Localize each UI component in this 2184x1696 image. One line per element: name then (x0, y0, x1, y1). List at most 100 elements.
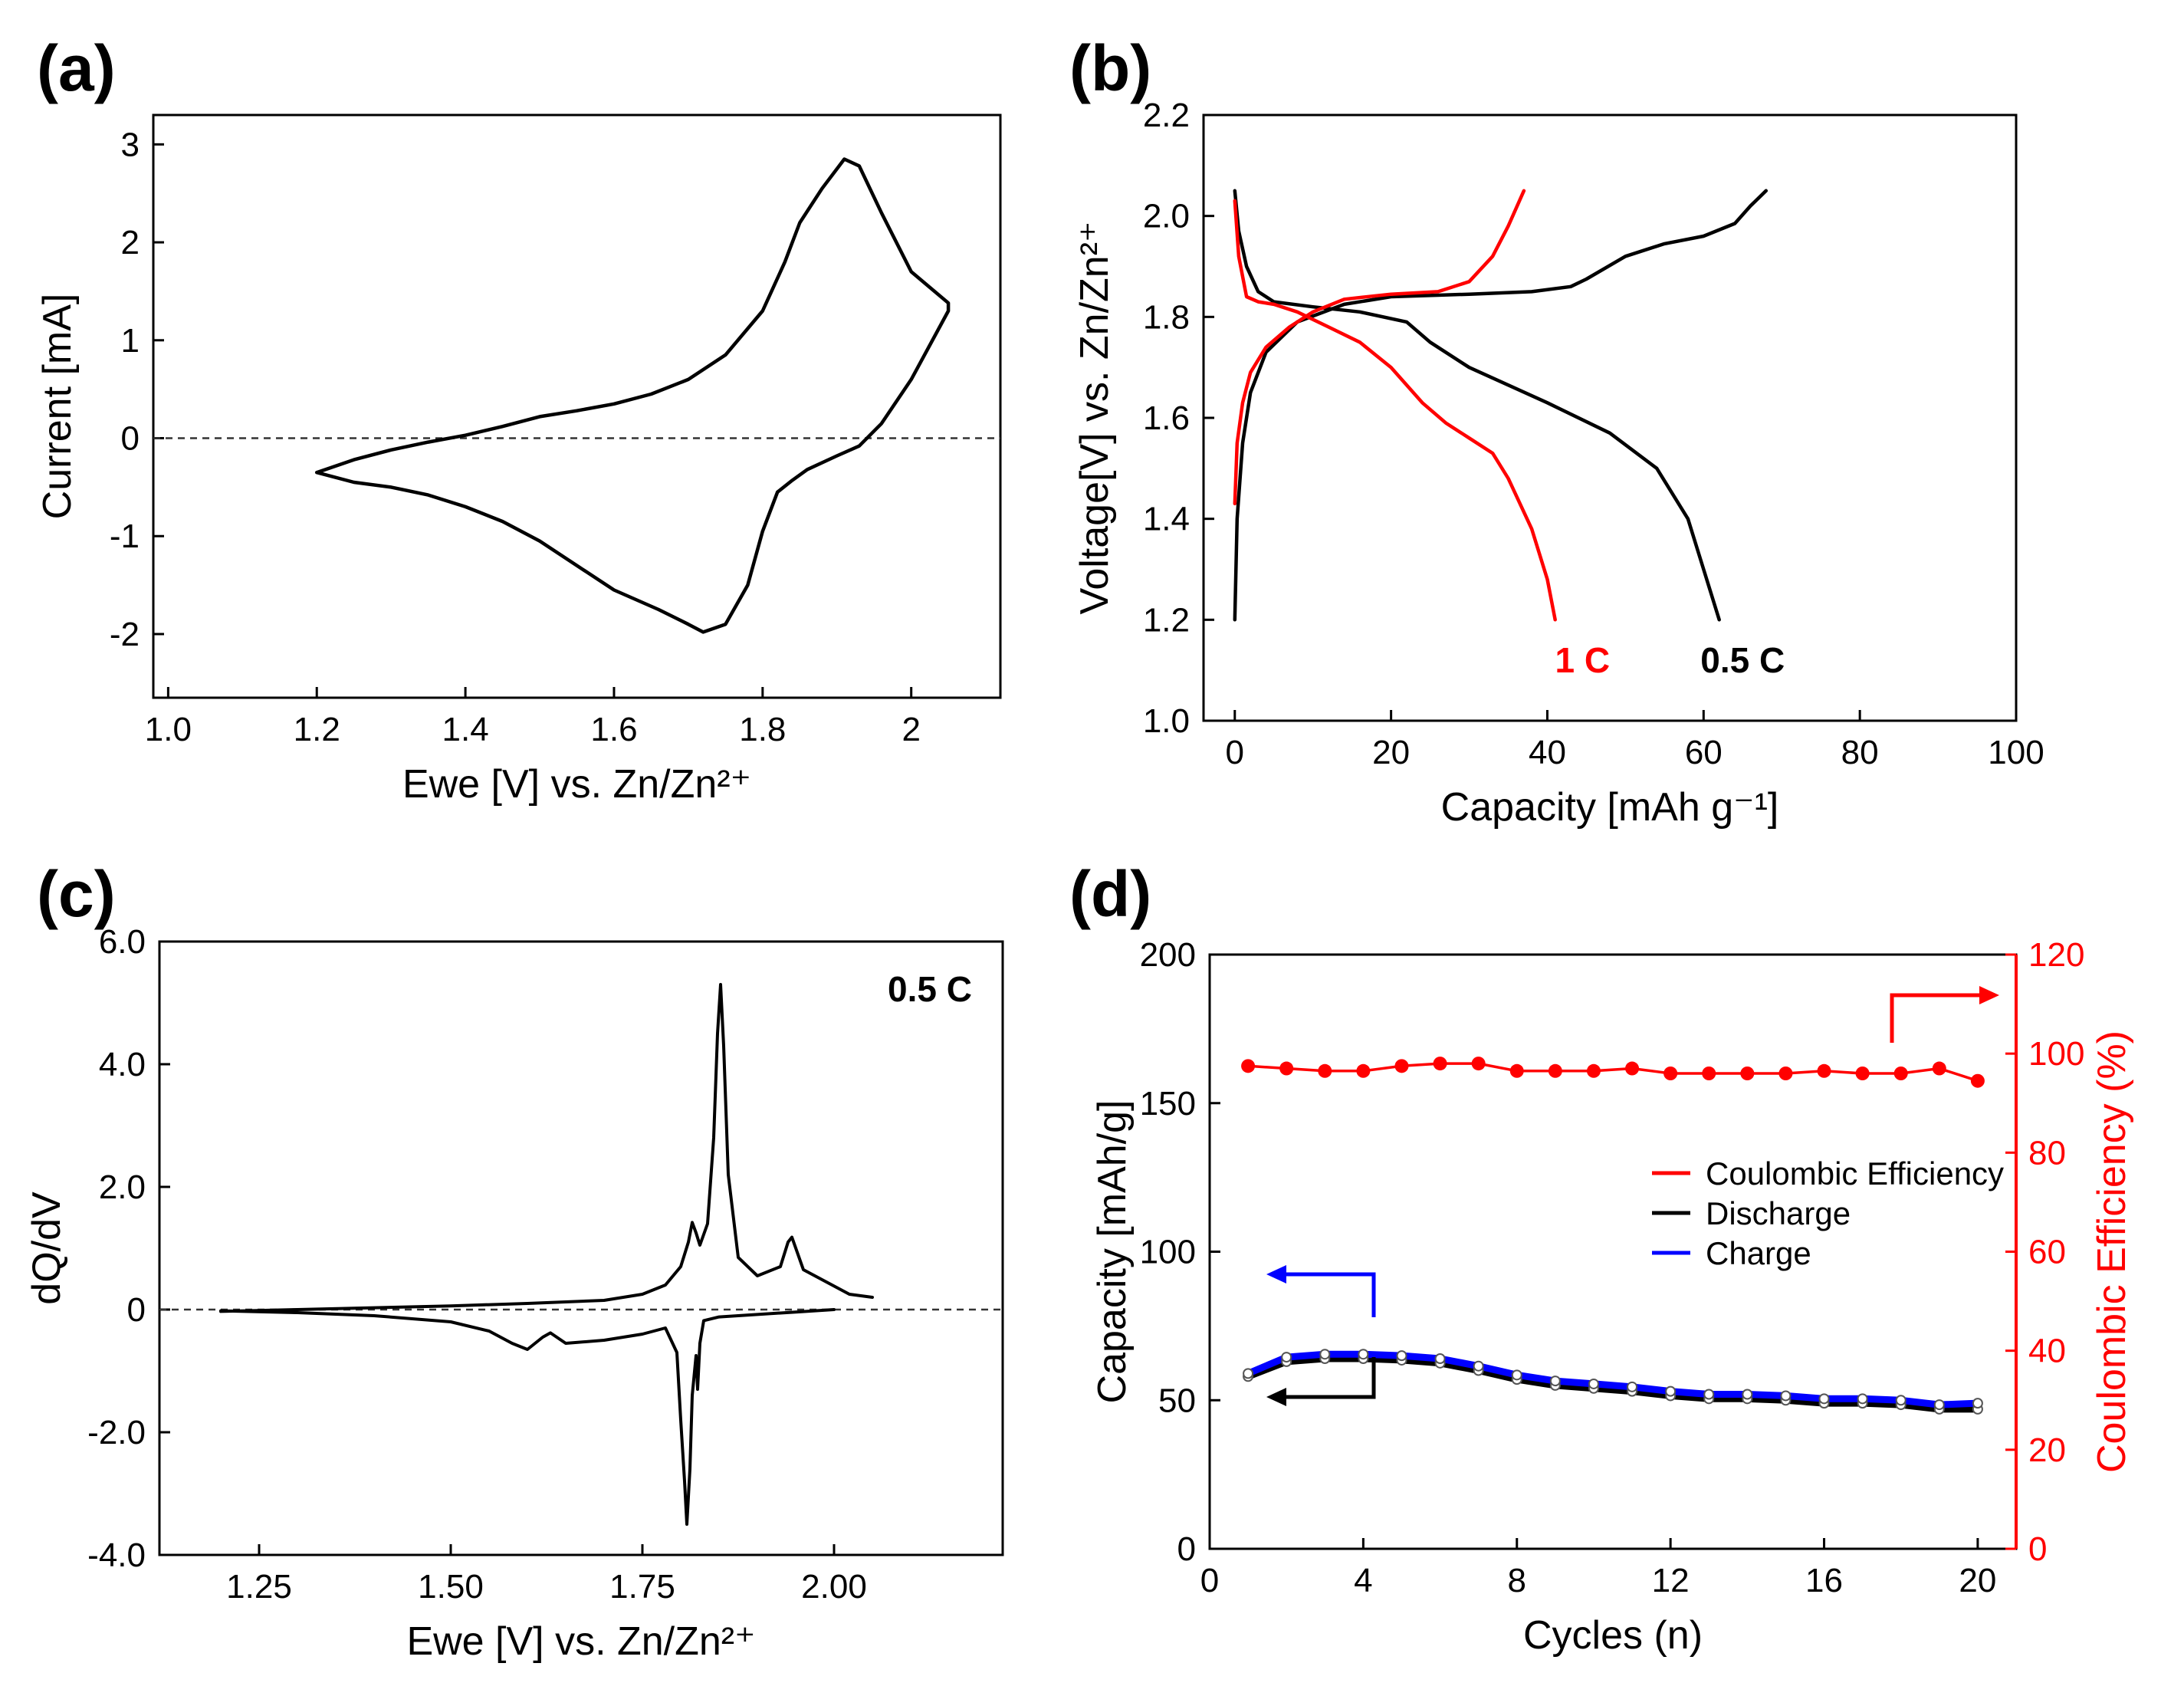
data-point-charge (1972, 1398, 1983, 1409)
x-tick-label: 60 (1685, 734, 1723, 771)
y-tick-label: 1.6 (1143, 399, 1190, 437)
data-point-charge (1358, 1349, 1369, 1360)
data-point-coulombic-efficiency (1471, 1057, 1486, 1071)
data-point-coulombic-efficiency (1663, 1067, 1678, 1080)
x-axis-title: Ewe [V] vs. Zn/Zn²⁺ (402, 762, 751, 807)
x-tick-label: 40 (1529, 734, 1566, 771)
x-tick-label: 2.00 (801, 1568, 867, 1606)
data-point-coulombic-efficiency (1548, 1063, 1562, 1078)
x-tick-label: 1.0 (145, 711, 192, 748)
series-line-black (1233, 189, 1721, 622)
x-tick-label: 80 (1841, 734, 1879, 771)
y-tick-label: 2.0 (99, 1168, 146, 1206)
data-point-coulombic-efficiency (1932, 1061, 1946, 1076)
data-point-charge (1319, 1349, 1331, 1360)
rate-annotation: 0.5 C (1700, 640, 1785, 680)
data-point-coulombic-efficiency (1855, 1067, 1870, 1080)
data-point-coulombic-efficiency (1817, 1063, 1831, 1078)
y-tick-label: 2 (121, 224, 140, 261)
data-point-charge (1588, 1378, 1599, 1389)
y-tick-label: 1.0 (1143, 702, 1190, 740)
data-point-charge (1818, 1393, 1830, 1405)
x-tick-label: 1.6 (590, 711, 637, 748)
x-tick-label: 20 (1372, 734, 1410, 771)
data-point-charge (1895, 1395, 1906, 1406)
right-y-axis-title: Coulombic Efficiency (%) (2090, 1030, 2134, 1473)
x-tick-label: 0 (1226, 734, 1244, 771)
x-tick-label: 12 (1652, 1562, 1690, 1599)
series-line-red (1233, 199, 1557, 622)
y-axis-title: Current [mA] (35, 294, 80, 520)
y-tick-label: 2.2 (1143, 97, 1190, 134)
y-tick-label: 1.2 (1143, 601, 1190, 639)
legend-label: Discharge (1706, 1195, 1851, 1231)
right-y-tick-label: 40 (2028, 1333, 2066, 1370)
data-point-charge (1627, 1381, 1638, 1392)
red-arrow-to-right-axis-head (1979, 986, 1999, 1004)
legend-label: Charge (1706, 1235, 1811, 1271)
data-point-charge (1511, 1369, 1522, 1381)
data-point-coulombic-efficiency (1433, 1057, 1447, 1071)
x-tick-label: 0 (1200, 1562, 1219, 1599)
data-point-charge (1857, 1393, 1868, 1405)
y-tick-label: 1 (121, 322, 140, 360)
y-tick-label: 50 (1158, 1382, 1196, 1419)
data-point-coulombic-efficiency (1279, 1061, 1294, 1076)
panel-label-d: (d) (1069, 858, 1151, 930)
data-point-coulombic-efficiency (1702, 1067, 1716, 1080)
series-line-black (1233, 189, 1769, 622)
x-tick-label: 1.8 (739, 711, 786, 748)
y-tick-label: 0 (127, 1291, 146, 1329)
right-y-tick-label: 120 (2028, 936, 2084, 974)
data-point-coulombic-efficiency (1586, 1063, 1601, 1078)
x-tick-label: 1.50 (418, 1568, 484, 1606)
data-point-charge (1703, 1389, 1715, 1400)
data-point-coulombic-efficiency (1509, 1063, 1524, 1078)
y-tick-label: 1.8 (1143, 298, 1190, 336)
x-tick-label: 1.4 (442, 711, 489, 748)
plot-c: 1.25 1.50 1.75 2.00 -4.0 -2.0 0 2.0 4.0 6.0 Ewe [V… (25, 923, 1004, 1664)
data-point-coulombic-efficiency (1740, 1067, 1755, 1080)
x-axis-title: Cycles (n) (1523, 1613, 1703, 1658)
data-point-charge (1281, 1352, 1292, 1363)
y-tick-label: 100 (1140, 1234, 1196, 1271)
cv-curve (314, 157, 951, 634)
data-point-charge (1742, 1389, 1753, 1400)
x-tick-label: 2 (902, 711, 920, 748)
data-point-coulombic-efficiency (1318, 1063, 1332, 1078)
data-point-coulombic-efficiency (1394, 1059, 1409, 1073)
rate-annotation: 1 C (1555, 640, 1611, 680)
y-tick-label: 6.0 (99, 923, 146, 961)
data-point-coulombic-efficiency (1970, 1073, 1985, 1088)
data-point-charge (1243, 1368, 1254, 1379)
panel-label-b: (b) (1069, 32, 1151, 104)
data-point-charge (1434, 1353, 1446, 1364)
y-tick-label: 200 (1140, 936, 1196, 974)
dqdv-curve (219, 983, 874, 1313)
right-y-tick-label: 80 (2028, 1134, 2066, 1172)
black-arrow-to-left-axis (1282, 1357, 1376, 1399)
x-tick-label: 1.75 (609, 1568, 675, 1606)
data-point-charge (1933, 1399, 1945, 1411)
y-tick-label: -4.0 (87, 1537, 146, 1574)
data-point-coulombic-efficiency (1778, 1067, 1793, 1080)
blue-arrow-to-left-axis (1282, 1272, 1376, 1317)
x-tick-label: 1.2 (294, 711, 340, 748)
panel-label-c: (c) (37, 858, 116, 930)
y-tick-label: -2.0 (87, 1414, 146, 1451)
y-tick-label: -1 (110, 518, 140, 555)
y-tick-label: 0 (121, 420, 140, 458)
data-point-charge (1473, 1360, 1484, 1372)
data-point-coulombic-efficiency (1625, 1061, 1640, 1076)
x-axis-title: Ewe [V] vs. Zn/Zn²⁺ (406, 1619, 755, 1664)
legend-label: Coulombic Efficiency (1706, 1155, 2004, 1191)
right-y-tick-label: 100 (2028, 1035, 2084, 1073)
x-tick-label: 16 (1805, 1562, 1843, 1599)
plot-a: 1.0 1.2 1.4 1.6 1.8 2 -2 -1 0 1 2 3 Ewe [V] vs. Zn/Z… (35, 113, 1002, 807)
blue-arrow-to-left-axis-head (1266, 1265, 1286, 1284)
series-line-discharge (1246, 1355, 1978, 1413)
data-point-charge (1396, 1350, 1407, 1362)
